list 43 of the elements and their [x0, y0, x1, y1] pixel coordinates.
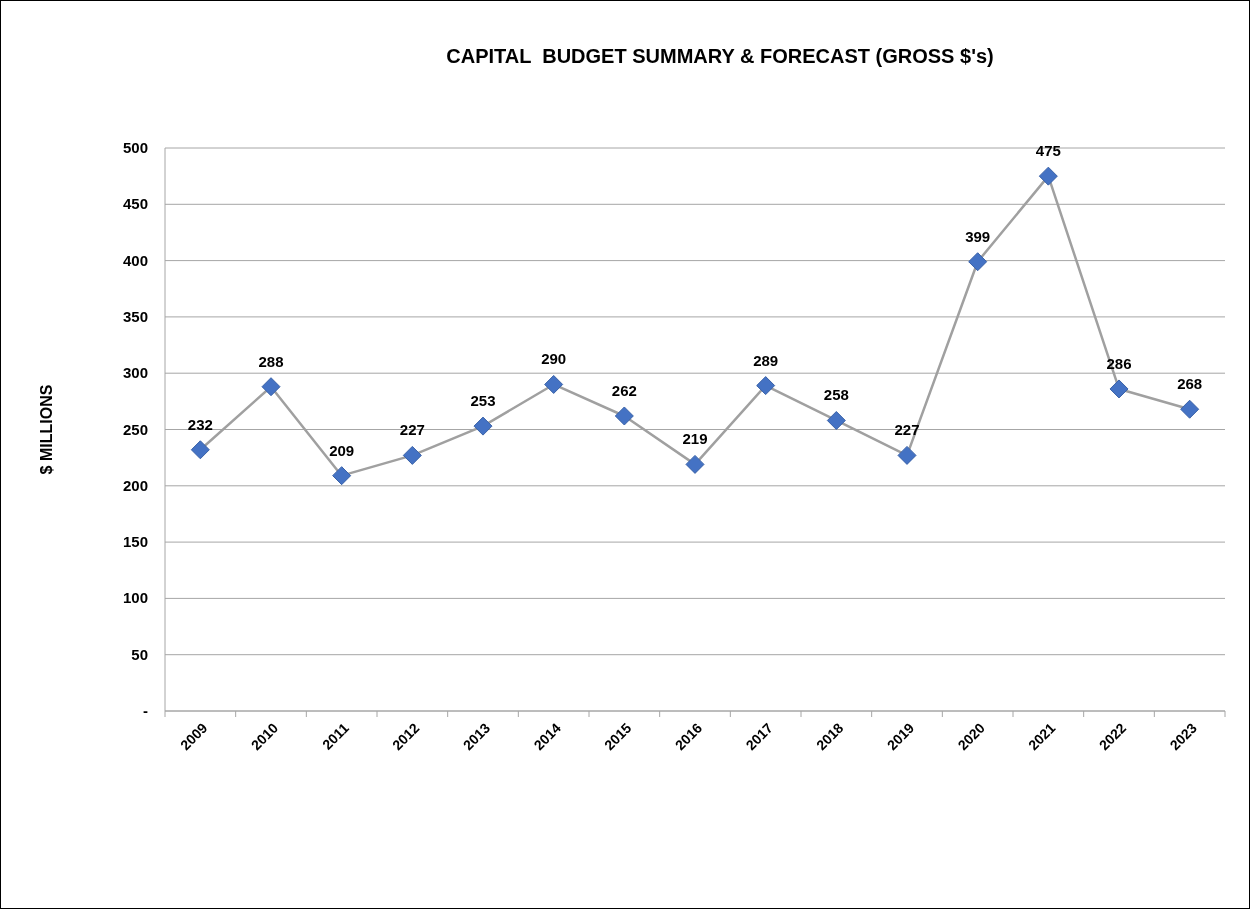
- y-tick-label: 50: [131, 645, 148, 663]
- data-label: 399: [965, 227, 991, 245]
- data-label: 258: [823, 386, 849, 404]
- y-tick-label: 300: [122, 364, 148, 382]
- y-tick-label: 100: [122, 589, 148, 607]
- point: [897, 445, 917, 465]
- y-tick-label: 350: [122, 307, 148, 325]
- y-axis-title: $ MILLIONS: [38, 384, 55, 475]
- point: [685, 454, 705, 474]
- point: [968, 252, 988, 272]
- data-label: 227: [894, 421, 920, 439]
- point: [1109, 379, 1129, 399]
- data-label: 289: [753, 351, 779, 369]
- point: [1180, 399, 1200, 419]
- point: [544, 374, 564, 394]
- data-label: 253: [470, 392, 496, 410]
- data-label: 286: [1106, 354, 1132, 372]
- point: [756, 376, 776, 396]
- y-tick-label: 500: [122, 139, 148, 156]
- point: [261, 377, 281, 397]
- y-tick-label: 200: [122, 476, 148, 494]
- y-tick-label: 250: [122, 420, 148, 438]
- data-label: 268: [1177, 375, 1203, 393]
- chart-title: CAPITAL BUDGET SUMMARY & FORECAST (GROSS $'s): [446, 45, 994, 67]
- data-label: 290: [541, 350, 567, 368]
- y-tick-label: 400: [122, 251, 148, 269]
- data-label: 209: [329, 441, 355, 459]
- point: [473, 416, 493, 436]
- point: [826, 410, 846, 430]
- point: [332, 466, 352, 486]
- data-label: 475: [1035, 142, 1061, 160]
- y-tick-label: -: [143, 702, 148, 719]
- point: [1038, 166, 1058, 186]
- point: [402, 445, 422, 465]
- y-tick-label: 150: [122, 533, 148, 551]
- point: [190, 440, 210, 460]
- point: [614, 406, 634, 426]
- data-label: 219: [682, 430, 708, 448]
- data-label: 232: [187, 415, 213, 433]
- data-label: 227: [399, 421, 425, 439]
- data-label: 288: [258, 352, 284, 370]
- data-label: 262: [611, 381, 637, 399]
- y-tick-label: 450: [122, 195, 148, 213]
